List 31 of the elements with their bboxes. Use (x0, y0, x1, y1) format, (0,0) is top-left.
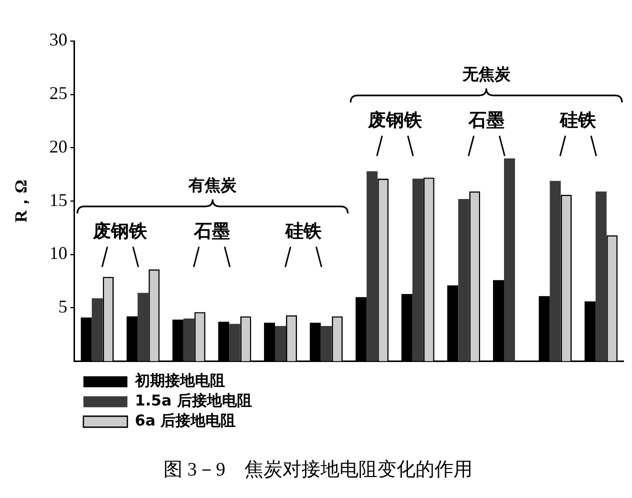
annotation: 石墨 (468, 110, 505, 132)
bar (92, 298, 103, 362)
text: 图 3－9 焦炭对接地电阻变化的作用 (164, 458, 472, 481)
annotation: 废钢铁 (367, 110, 423, 132)
annotation: 有焦炭 (188, 176, 238, 195)
y-tick-label: 5 (58, 296, 68, 317)
bar (275, 326, 286, 362)
y-tick-label: 10 (49, 243, 68, 264)
annotation: 硅铁 (284, 221, 322, 242)
bar (366, 171, 378, 362)
y-tick-label: 30 (49, 30, 68, 50)
bar (596, 191, 607, 362)
legend-label: 6a 后接地电阻 (134, 412, 236, 430)
bar (412, 178, 424, 362)
y-tick-label: 15 (49, 190, 68, 210)
legend-label: 初期接地电阻 (134, 372, 225, 390)
legend-label: 1.5a 后接地电阻 (134, 392, 252, 410)
bar (138, 292, 149, 362)
y-axis-title: R，Ω (12, 180, 31, 223)
bar (229, 324, 240, 362)
bar (550, 180, 561, 362)
annotation: 石墨 (192, 221, 230, 242)
bar (183, 318, 194, 362)
annotation: 硅铁 (559, 110, 598, 132)
annotation: 无焦炭 (461, 64, 512, 84)
y-tick-label: 20 (49, 136, 68, 156)
y-tick-label: 25 (49, 83, 68, 104)
bar (504, 158, 515, 362)
bar (458, 198, 470, 362)
annotation: 废钢铁 (92, 221, 148, 242)
bar (320, 326, 332, 362)
